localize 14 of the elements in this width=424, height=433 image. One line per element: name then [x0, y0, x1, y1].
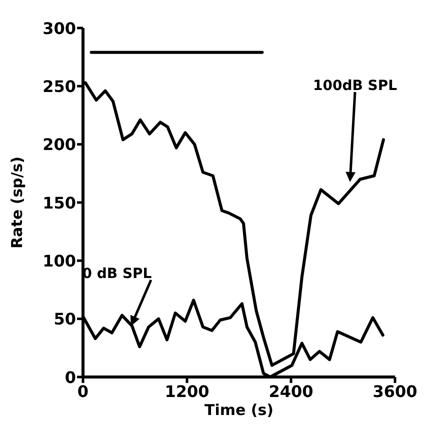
y-tick-label: 100 — [42, 251, 76, 270]
x-axis-title: Time (s) — [204, 401, 274, 419]
y-tick-label: 0 — [64, 368, 76, 387]
y-tick-label: 300 — [42, 18, 76, 38]
y-tick-label: 200 — [42, 135, 76, 154]
y-axis-title: Rate (sp/s) — [8, 156, 26, 249]
x-tick-label: 1200 — [164, 382, 210, 401]
y-tick-label: 250 — [42, 76, 76, 96]
y-tick-label: 50 — [54, 310, 76, 329]
y-tick-label: 150 — [42, 193, 76, 212]
annotation: 100dB SPL — [312, 78, 398, 94]
x-tick-label: 0 — [77, 382, 89, 401]
x-tick-label: 3600 — [372, 382, 418, 401]
x-tick-label: 2400 — [268, 382, 314, 401]
